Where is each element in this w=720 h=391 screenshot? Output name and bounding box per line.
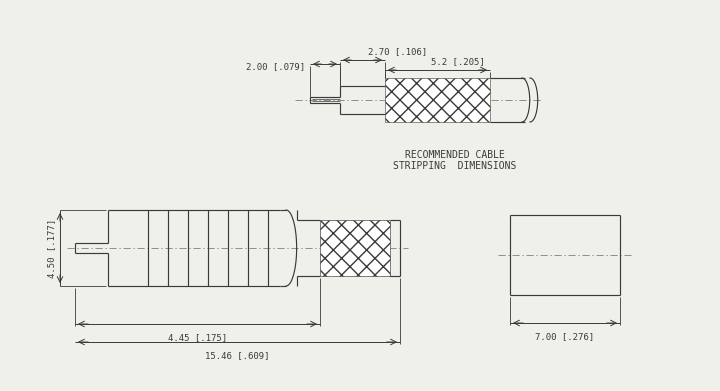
Text: 2.70 [.106]: 2.70 [.106] — [368, 47, 427, 56]
Bar — [385, 78, 490, 122]
Text: 4.45 [.175]: 4.45 [.175] — [168, 333, 227, 342]
Text: 5.2 [.205]: 5.2 [.205] — [431, 57, 485, 66]
Text: 4.50 [.177]: 4.50 [.177] — [47, 219, 56, 278]
Text: RECOMMENDED CABLE: RECOMMENDED CABLE — [405, 150, 505, 160]
Text: 7.00 [.276]: 7.00 [.276] — [536, 332, 595, 341]
Text: STRIPPING  DIMENSIONS: STRIPPING DIMENSIONS — [393, 161, 517, 171]
Text: 2.00 [.079]: 2.00 [.079] — [246, 63, 305, 72]
Bar — [320, 220, 390, 276]
Text: 15.46 [.609]: 15.46 [.609] — [205, 351, 270, 360]
